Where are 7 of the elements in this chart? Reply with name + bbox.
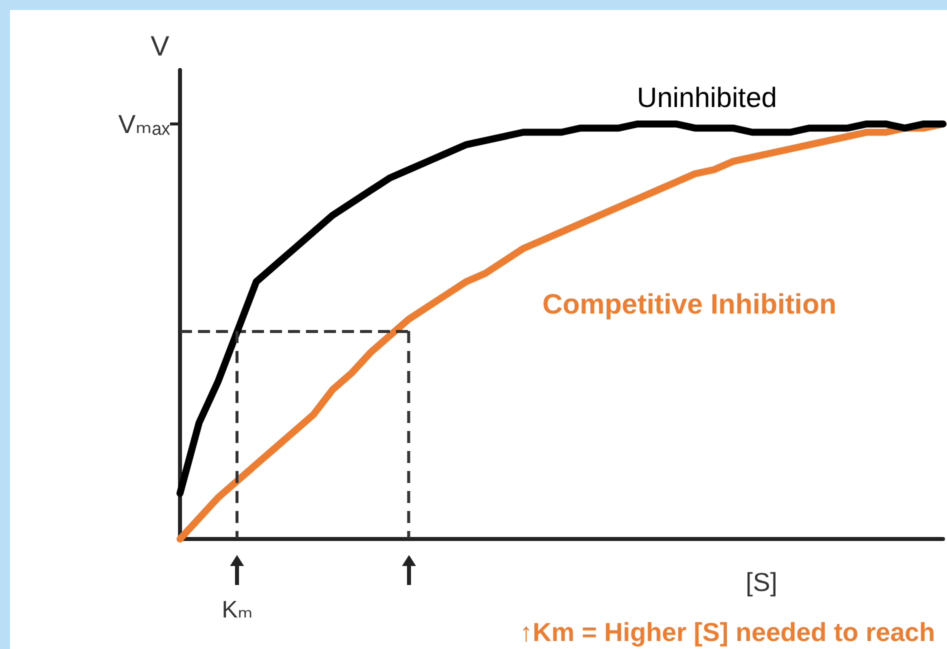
text: Kₘ (222, 596, 253, 624)
text: ↑Km = Higher [S] needed to reach (520, 617, 935, 647)
y-axis-title: V (150, 30, 170, 62)
x-axis-title: [S] (746, 567, 778, 597)
text: Vₘₐₓ (118, 108, 170, 139)
series-label: Uninhibited (636, 82, 777, 114)
series-label: Competitive Inhibition (542, 288, 836, 320)
